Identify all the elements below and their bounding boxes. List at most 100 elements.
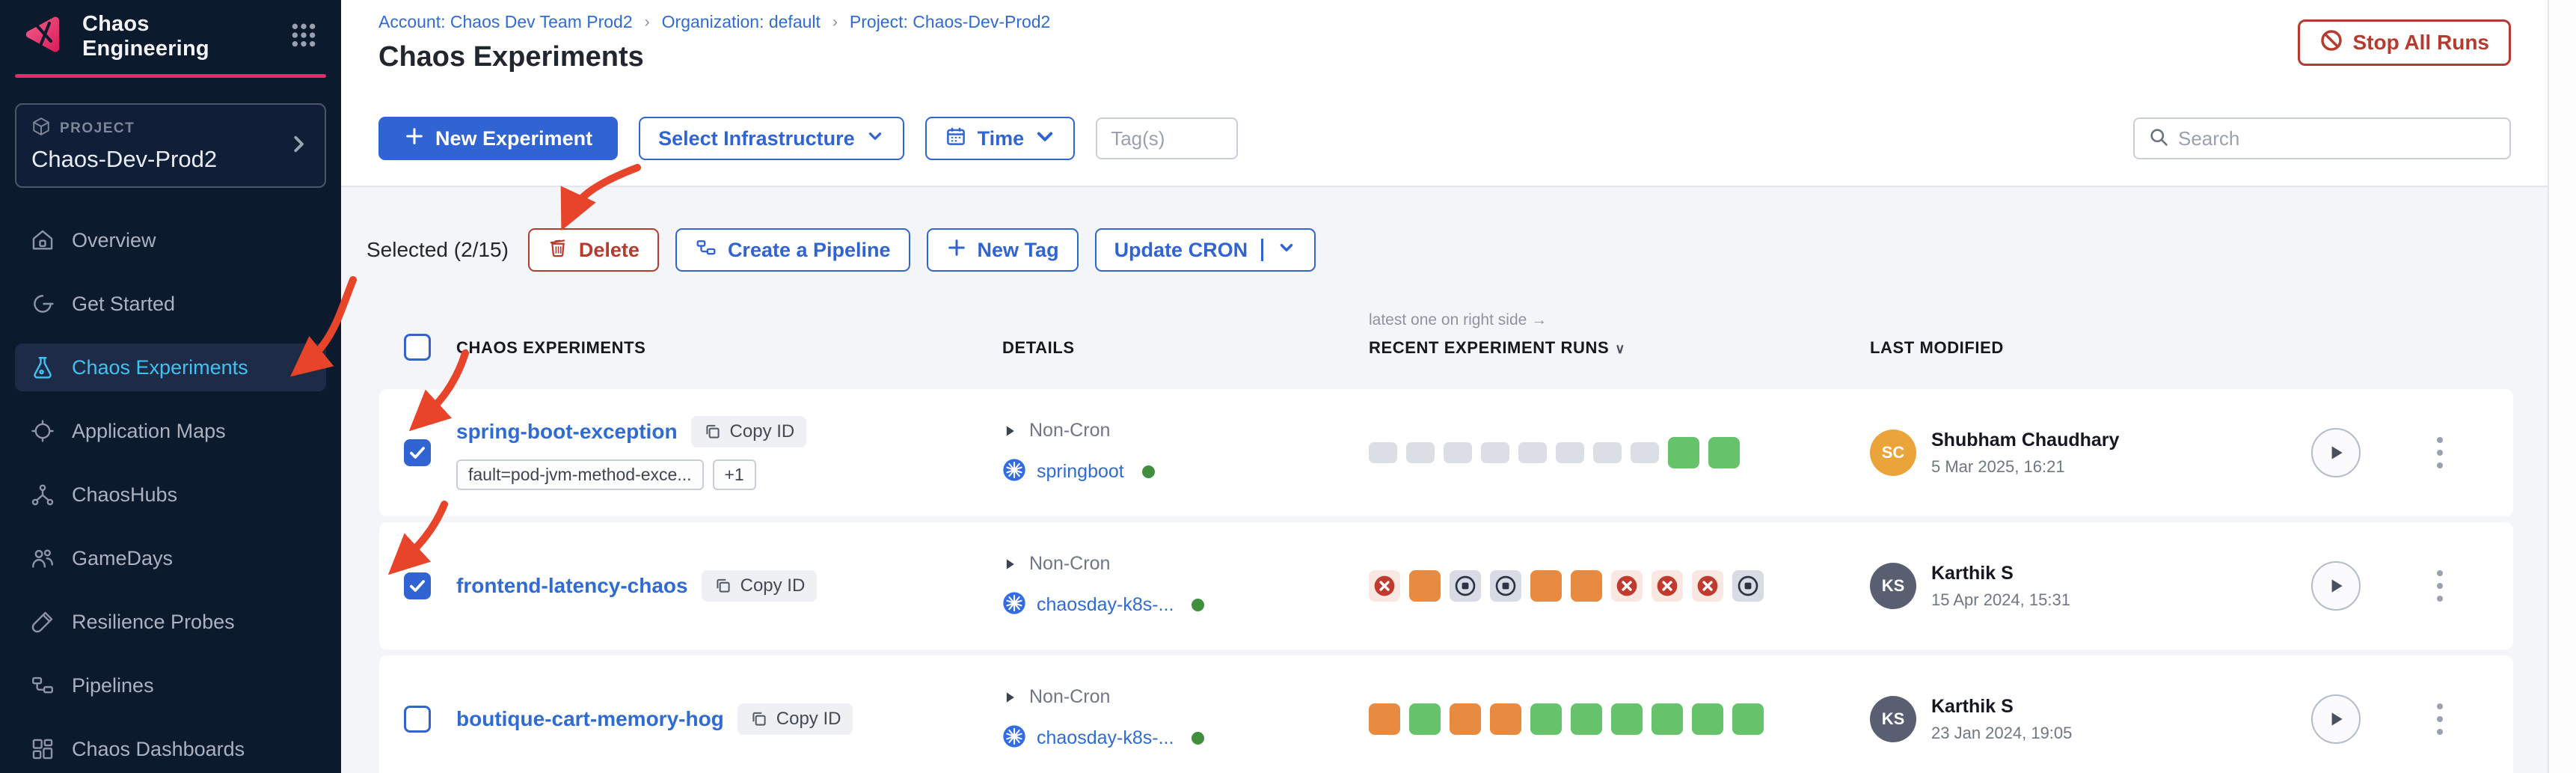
sidebar-item-overview[interactable]: Overview	[15, 216, 326, 264]
run-experiment-button[interactable]	[2311, 428, 2361, 477]
select-all-checkbox[interactable]	[404, 334, 431, 361]
sidebar-item-label: Pipelines	[72, 673, 154, 697]
run-degraded-indicator[interactable]	[1450, 703, 1481, 735]
cron-toggle[interactable]: Non-Cron	[1002, 420, 1369, 442]
run-failed-indicator[interactable]	[1611, 570, 1643, 602]
run-failed-indicator[interactable]	[1369, 570, 1400, 602]
experiment-name-link[interactable]: boutique-cart-memory-hog	[456, 707, 724, 730]
sidebar-item-gamedays[interactable]: GameDays	[15, 534, 326, 582]
breadcrumb-account[interactable]: Account: Chaos Dev Team Prod2	[378, 12, 633, 31]
delete-button[interactable]: Delete	[527, 228, 659, 272]
run-pending-indicator[interactable]	[1406, 442, 1435, 463]
recent-runs[interactable]	[1369, 703, 1870, 735]
chevron-down-icon	[1277, 238, 1296, 263]
modified-date: 5 Mar 2025, 16:21	[1931, 456, 2065, 476]
right-scroll-gutter	[2548, 0, 2576, 773]
recent-runs[interactable]	[1369, 437, 1870, 468]
project-selector[interactable]: PROJECT Chaos-Dev-Prod2	[15, 103, 326, 188]
experiment-name-link[interactable]: spring-boot-exception	[456, 419, 678, 443]
cron-toggle[interactable]: Non-Cron	[1002, 553, 1369, 575]
run-pending-indicator[interactable]	[1369, 442, 1397, 463]
run-pending-indicator[interactable]	[1631, 442, 1659, 463]
kubernetes-icon	[1002, 724, 1026, 752]
row-menu-button[interactable]	[2432, 699, 2447, 739]
run-success-indicator[interactable]	[1611, 703, 1643, 735]
modified-by: Karthik S	[1931, 562, 2014, 584]
copy-id-button[interactable]: Copy ID	[690, 415, 807, 447]
time-filter-dropdown[interactable]: Time	[924, 117, 1076, 160]
sidebar-item-pipelines[interactable]: Pipelines	[15, 662, 326, 709]
recent-runs[interactable]	[1369, 570, 1870, 602]
run-degraded-indicator[interactable]	[1571, 570, 1602, 602]
copy-id-button[interactable]: Copy ID	[701, 570, 818, 602]
experiments-content: Selected (2/15) Delete Create a Pipeline…	[341, 187, 2548, 773]
tags-filter-input[interactable]	[1111, 126, 1224, 150]
run-success-indicator[interactable]	[1708, 437, 1740, 468]
run-experiment-button[interactable]	[2311, 561, 2361, 611]
avatar: KS	[1870, 563, 1916, 609]
run-stopped-indicator[interactable]	[1732, 570, 1764, 602]
recent-runs-sort[interactable]: RECENT EXPERIMENT RUNS ∨	[1369, 338, 1626, 357]
stop-all-runs-button[interactable]: Stop All Runs	[2298, 19, 2511, 66]
new-experiment-button[interactable]: New Experiment	[378, 117, 619, 160]
run-success-indicator[interactable]	[1692, 703, 1723, 735]
latest-run-note: latest one on right side →	[1369, 311, 1548, 329]
run-pending-indicator[interactable]	[1556, 442, 1584, 463]
create-pipeline-button[interactable]: Create a Pipeline	[675, 228, 910, 272]
chevron-down-icon: ∨	[1615, 341, 1626, 356]
run-pending-indicator[interactable]	[1481, 442, 1509, 463]
row-menu-button[interactable]	[2432, 433, 2447, 473]
breadcrumb-organization[interactable]: Organization: default	[661, 12, 821, 31]
tag-chip[interactable]: fault=pod-jvm-method-exce...	[456, 459, 704, 490]
sidebar-item-label: GameDays	[72, 546, 174, 569]
run-stopped-indicator[interactable]	[1450, 570, 1481, 602]
run-stopped-indicator[interactable]	[1490, 570, 1521, 602]
pipeline-icon	[695, 236, 717, 264]
update-cron-dropdown[interactable]: Update CRON	[1094, 228, 1316, 272]
run-degraded-indicator[interactable]	[1530, 570, 1562, 602]
experiment-name-link[interactable]: frontend-latency-chaos	[456, 574, 688, 597]
experiment-tags: fault=pod-jvm-method-exce... +1	[456, 459, 1002, 490]
infrastructure-link[interactable]: chaosday-k8s-...	[1037, 594, 1174, 615]
sidebar-item-chaos-experiments[interactable]: Chaos Experiments	[15, 343, 326, 391]
search-input[interactable]	[2178, 126, 2496, 150]
run-degraded-indicator[interactable]	[1409, 570, 1441, 602]
sidebar-item-application-maps[interactable]: Application Maps	[15, 407, 326, 455]
breadcrumb-project[interactable]: Project: Chaos-Dev-Prod2	[849, 12, 1051, 31]
run-success-indicator[interactable]	[1732, 703, 1764, 735]
row-checkbox[interactable]	[404, 572, 431, 599]
sidebar-item-chaoshubs[interactable]: ChaosHubs	[15, 471, 326, 519]
module-grid-icon[interactable]	[289, 20, 319, 54]
row-menu-button[interactable]	[2432, 566, 2447, 606]
run-success-indicator[interactable]	[1571, 703, 1602, 735]
select-infrastructure-dropdown[interactable]: Select Infrastructure	[639, 117, 904, 160]
run-failed-indicator[interactable]	[1652, 570, 1683, 602]
sidebar-item-chaos-dashboards[interactable]: Chaos Dashboards	[15, 725, 326, 773]
run-success-indicator[interactable]	[1668, 437, 1699, 468]
breadcrumb-separator: ›	[832, 13, 838, 31]
sidebar-item-resilience-probes[interactable]: Resilience Probes	[15, 598, 326, 646]
infrastructure-link[interactable]: springboot	[1037, 461, 1124, 482]
experiment-row: frontend-latency-chaos Copy ID Non-Cron	[379, 522, 2513, 650]
run-degraded-indicator[interactable]	[1369, 703, 1400, 735]
run-degraded-indicator[interactable]	[1490, 703, 1521, 735]
run-success-indicator[interactable]	[1409, 703, 1441, 735]
cron-toggle[interactable]: Non-Cron	[1002, 686, 1369, 708]
tag-chip[interactable]: +1	[712, 459, 756, 490]
copy-id-button[interactable]: Copy ID	[737, 703, 853, 735]
infrastructure-link[interactable]: chaosday-k8s-...	[1037, 727, 1174, 748]
run-pending-indicator[interactable]	[1593, 442, 1622, 463]
breadcrumb-separator: ›	[644, 13, 650, 31]
run-pending-indicator[interactable]	[1444, 442, 1472, 463]
run-success-indicator[interactable]	[1652, 703, 1683, 735]
run-pending-indicator[interactable]	[1518, 442, 1547, 463]
run-failed-indicator[interactable]	[1692, 570, 1723, 602]
new-tag-button[interactable]: New Tag	[926, 228, 1079, 272]
kubernetes-icon	[1002, 458, 1026, 486]
run-success-indicator[interactable]	[1530, 703, 1562, 735]
sidebar-nav: Overview Get Started Chaos Experiments A…	[0, 216, 341, 773]
row-checkbox[interactable]	[404, 706, 431, 733]
sidebar-item-get-started[interactable]: Get Started	[15, 280, 326, 328]
run-experiment-button[interactable]	[2311, 694, 2361, 744]
row-checkbox[interactable]	[404, 439, 431, 466]
